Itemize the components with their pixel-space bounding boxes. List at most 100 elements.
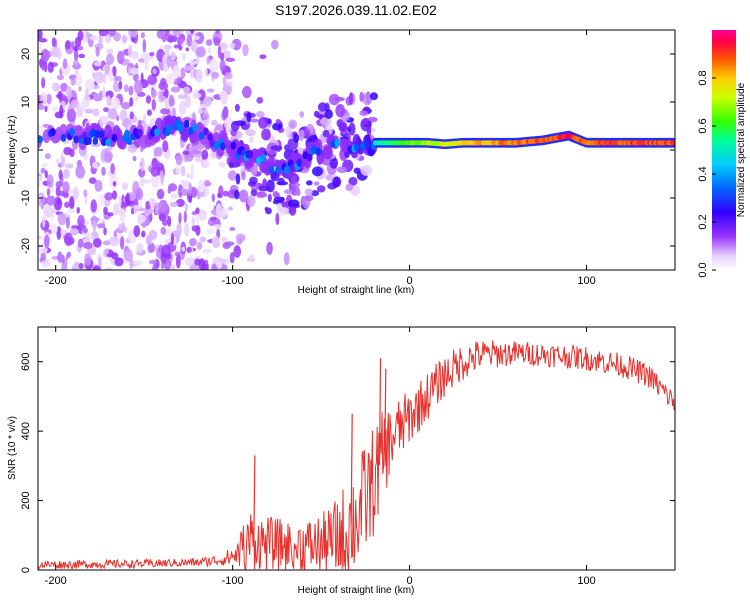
spectrogram-noise-blob [246, 112, 252, 123]
spectrogram-ridge-core [256, 156, 262, 165]
spectrogram-noise-blob [188, 193, 193, 204]
spectrogram-noise-blob [84, 108, 94, 114]
spectrogram-noise-blob [317, 185, 326, 193]
spectrogram-noise-blob [188, 238, 197, 247]
spectrogram-noise-blob [152, 264, 158, 270]
spectrogram-noise-blob [241, 170, 246, 181]
spectrogram-noise-blob [193, 35, 200, 41]
spectrogram-noise-blob [195, 57, 200, 65]
spectrogram-noise-blob [179, 100, 187, 115]
spectrogram-noise-blob [78, 53, 86, 59]
spectrogram-noise-blob [203, 96, 212, 107]
spectrogram-noise-blob [162, 91, 168, 97]
spectrogram-noise-blob [107, 108, 118, 120]
spectrogram-noise-blob [237, 236, 243, 244]
spectrogram-ridge-core [166, 124, 173, 133]
spectrogram-noise-blob [133, 72, 139, 82]
spectrogram-noise-blob [92, 108, 100, 117]
snr-x-tick-label: 0 [407, 575, 413, 587]
spectrogram-noise-blob [217, 192, 221, 199]
spectrogram-noise-blob [92, 219, 97, 234]
spectrogram-noise-blob [63, 146, 72, 156]
spectrogram-ridge-halo [229, 149, 238, 164]
spectrogram-noise-blob [169, 264, 176, 270]
spectrogram-noise-blob [69, 196, 75, 210]
spectrogram-noise-blob [160, 261, 165, 270]
spectrogram-noise-blob [59, 104, 64, 119]
spectrogram-noise-blob [141, 230, 146, 238]
spectrogram-noise-blob [256, 111, 265, 118]
spectrogram-noise-blob [113, 202, 120, 215]
spectrogram-noise-blob [41, 77, 46, 89]
spectrogram-ridge-core [154, 128, 160, 137]
spectrogram-noise-blob [106, 48, 114, 56]
spectrogram-ridge-core [73, 135, 80, 144]
spectrogram-noise-blob [160, 171, 164, 186]
spectrogram-noise-blob [199, 236, 207, 243]
spectrogram-noise-blob [66, 85, 73, 100]
spectrogram-ridge-core [213, 141, 220, 150]
spectrogram-ridge-halo [267, 155, 276, 170]
spectrogram-noise-blob [170, 86, 181, 93]
spectrogram-noise-blob [156, 188, 165, 200]
spectrogram-noise-blob [363, 106, 371, 111]
spectrogram-noise-blob [40, 48, 50, 63]
spectrogram-noise-blob [144, 59, 149, 72]
spectrogram-noise-blob [123, 84, 129, 93]
spectrogram-noise-blob [38, 104, 45, 110]
spectrogram-ridge-core [330, 139, 336, 148]
spectrogram-noise-blob [86, 31, 90, 40]
spectrogram-ridge-core [86, 136, 92, 145]
spectrogram-noise-blob [235, 173, 241, 185]
spectrogram-noise-blob [238, 189, 249, 203]
spectrogram-noise-blob [188, 60, 197, 66]
spectrogram-noise-blob [205, 39, 213, 46]
spectrogram-noise-blob [160, 78, 167, 87]
spectrogram-ridge-core [90, 128, 97, 137]
spectrogram-noise-blob [145, 200, 150, 210]
spectrogram-noise-blob [202, 158, 210, 168]
spectrogram-noise-blob [181, 246, 186, 252]
spectrogram-noise-blob [98, 30, 109, 37]
spectrogram-noise-blob [128, 30, 138, 38]
spectrogram-noise-blob [140, 32, 145, 39]
spectrogram-noise-blob [169, 201, 179, 208]
spectrogram-noise-blob [120, 236, 125, 250]
spectrogram-noise-blob [43, 204, 54, 218]
spectrogram-noise-blob [38, 201, 43, 207]
spectrogram-noise-blob [133, 225, 141, 238]
spectrogram-x-tick-label: 0 [407, 275, 413, 287]
spectrogram-noise-blob [92, 238, 102, 248]
spectrogram-noise-blob [249, 176, 258, 185]
spectrogram-noise-blob [65, 254, 69, 261]
spectrogram-noise-blob [304, 195, 314, 202]
spectrogram-noise-blob [359, 91, 364, 102]
spectrogram-noise-blob [176, 223, 182, 237]
spectrogram-noise-blob [102, 73, 107, 84]
spectrogram-noise-blob [223, 190, 229, 197]
spectrogram-noise-blob [148, 259, 158, 265]
spectrogram-noise-blob [348, 122, 356, 136]
spectrogram-noise-blob [140, 177, 145, 187]
spectrogram-noise-blob [71, 265, 76, 270]
spectrogram-noise-blob [217, 45, 222, 59]
spectrogram-noise-blob [98, 193, 106, 207]
spectrogram-noise-blob [163, 44, 172, 50]
spectrogram-ridge-core [315, 147, 322, 156]
spectrogram-noise-blob [66, 108, 77, 123]
spectrogram-noise-blob [183, 65, 194, 71]
spectrogram-noise-blob [229, 42, 236, 49]
spectrogram-noise-blob [262, 178, 268, 190]
spectrogram-noise-blob [272, 190, 279, 198]
spectrogram-noise-blob [137, 119, 142, 126]
spectrogram-noise-blob [204, 67, 208, 79]
spectrogram-noise-blob [361, 119, 369, 126]
spectrogram-noise-blob [219, 42, 228, 51]
spectrogram-noise-blob [111, 252, 119, 260]
spectrogram-ridge-core [296, 158, 302, 167]
snr-series-line [38, 340, 675, 570]
spectrogram-noise-blob [107, 212, 114, 217]
spectrogram-noise-blob [60, 82, 68, 92]
spectrogram-noise-blob [182, 117, 192, 122]
